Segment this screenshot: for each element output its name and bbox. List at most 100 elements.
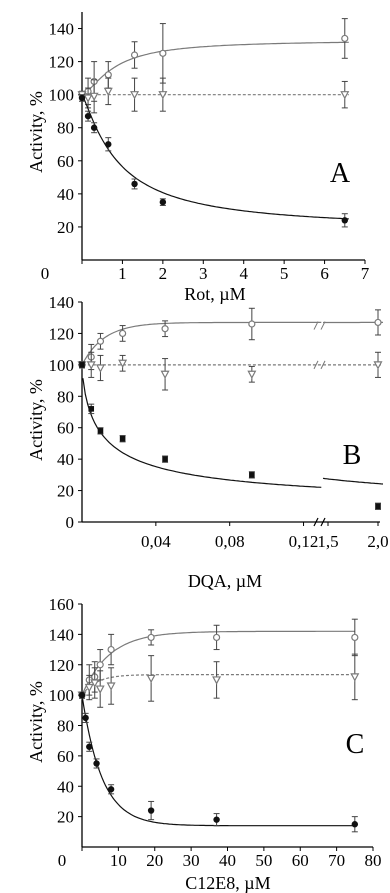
- data-point: [130, 91, 140, 100]
- data-point: [119, 329, 127, 338]
- panel-letter: A: [330, 158, 351, 189]
- x-tick-label: 2,0: [367, 532, 388, 551]
- y-axis-label: Activity, %: [26, 379, 46, 461]
- x-tick-label: 6: [320, 264, 329, 283]
- data-point: [90, 124, 98, 131]
- data-point: [350, 673, 360, 682]
- data-point: [84, 683, 94, 693]
- data-point: [160, 370, 170, 380]
- y-tick-label: 20: [57, 482, 74, 501]
- x-tick-label: 0,04: [141, 532, 171, 551]
- data-point: [341, 217, 348, 224]
- data-point: [162, 456, 168, 462]
- x-tick-label: 0: [41, 264, 50, 283]
- x-tick-label: 50: [255, 851, 272, 870]
- data-point: [118, 359, 128, 369]
- x-tick-label: 4: [239, 264, 248, 283]
- x-tick-label: 20: [146, 851, 163, 870]
- data-point: [96, 337, 105, 345]
- x-tick-label: 0,12: [289, 532, 319, 551]
- y-tick-label: 60: [57, 152, 74, 171]
- x-tick-label: 3: [199, 264, 208, 283]
- data-point: [84, 112, 92, 120]
- panel-b: 0 20 40 60 80 100 120 140 0,04 0,08 0,121,5 2,0 DQA,…: [26, 293, 389, 591]
- x-axis-label: Rot, µM: [184, 284, 245, 304]
- y-axis-label: Activity, %: [26, 91, 46, 173]
- y-tick-label: 100: [49, 86, 75, 105]
- data-point: [373, 361, 383, 370]
- fit-curve: [82, 321, 322, 364]
- y-tick-label: 60: [57, 747, 74, 766]
- y-tick-label: 100: [49, 356, 75, 375]
- data-point: [86, 361, 96, 370]
- data-point: [159, 198, 167, 206]
- x-tick-label: 80: [365, 851, 382, 870]
- data-point: [89, 92, 99, 102]
- data-point: [351, 821, 359, 828]
- data-point: [79, 362, 85, 368]
- y-tick-label: 40: [57, 777, 74, 796]
- data-point: [147, 633, 155, 642]
- x-tick-label: 2: [159, 264, 168, 283]
- data-point: [107, 786, 115, 793]
- y-tick-label: 80: [57, 387, 74, 406]
- data-point: [107, 645, 115, 654]
- data-point: [158, 91, 168, 100]
- y-tick-label: 140: [49, 20, 75, 39]
- y-tick-label: 120: [49, 324, 75, 343]
- x-tick-label: 0: [58, 851, 67, 870]
- data-point: [78, 691, 86, 699]
- data-point: [212, 633, 221, 642]
- data-point: [130, 51, 139, 59]
- y-tick-label: 60: [57, 419, 74, 438]
- x-tick-label: 1: [118, 264, 127, 283]
- panel-c: 20 40 60 80 100 120 140 160 0 10 20 30 40 50 60 70 80 C12…: [26, 595, 382, 893]
- y-tick-label: 160: [49, 595, 75, 614]
- data-point: [82, 714, 89, 722]
- y-tick-label: 140: [49, 293, 75, 312]
- data-point: [351, 633, 359, 642]
- y-tick-label: 120: [49, 53, 75, 72]
- y-axis-label: Activity, %: [26, 681, 46, 763]
- data-point: [159, 49, 167, 57]
- panel-letter: B: [343, 440, 362, 471]
- y-tick-label: 20: [57, 218, 74, 237]
- data-point: [374, 318, 382, 327]
- x-tick-label: 60: [292, 851, 309, 870]
- y-tick-label: 40: [57, 185, 74, 204]
- x-tick-label: 30: [183, 851, 200, 870]
- data-point: [93, 760, 100, 767]
- y-tick-label: 140: [49, 625, 75, 644]
- data-point: [131, 180, 138, 188]
- x-tick-label: 7: [361, 264, 370, 283]
- x-axis-label: DQA, µM: [188, 571, 262, 591]
- data-point: [95, 685, 105, 694]
- y-tick-label: 120: [49, 656, 75, 675]
- x-tick-label: 70: [328, 851, 345, 870]
- x-axis-label: C12E8, µM: [185, 873, 270, 893]
- data-point: [213, 816, 220, 823]
- y-tick-label: 80: [57, 119, 74, 138]
- axis-break-marker: [313, 517, 326, 527]
- data-point: [83, 94, 93, 103]
- data-point: [147, 807, 155, 814]
- data-point: [97, 428, 104, 434]
- data-point: [105, 141, 112, 148]
- x-tick-label: 0,08: [215, 532, 245, 551]
- fit-curve: [322, 477, 384, 485]
- data-point: [248, 320, 256, 328]
- x-tick-label: 1,5: [317, 532, 338, 551]
- fit-curve: [82, 41, 349, 96]
- data-point: [212, 676, 222, 685]
- fit-curve: [82, 378, 322, 488]
- y-tick-label: 80: [57, 717, 74, 736]
- y-tick-label: 0: [66, 513, 75, 532]
- y-tick-label: 100: [49, 686, 75, 705]
- y-tick-label: 20: [57, 808, 74, 827]
- y-tick-label: 40: [57, 450, 74, 469]
- fit-line-dashed: [81, 674, 355, 696]
- data-point: [96, 661, 104, 669]
- data-point: [103, 87, 113, 97]
- x-tick-label: 5: [280, 264, 289, 283]
